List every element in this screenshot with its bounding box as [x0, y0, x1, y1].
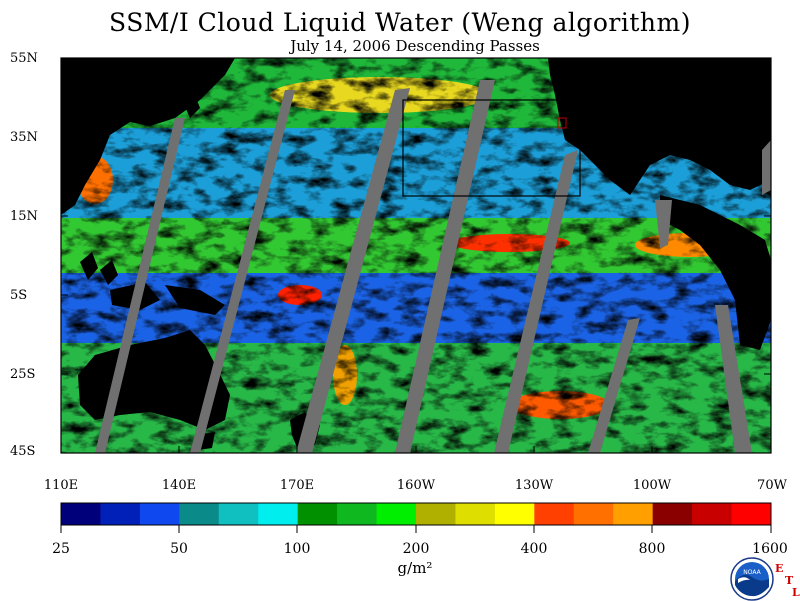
colorbar-swatch	[297, 503, 338, 525]
colorbar-label-1600: 1600	[752, 541, 788, 557]
colorbar-label-50: 50	[170, 541, 188, 557]
colorbar-swatch	[100, 503, 141, 525]
lon-label-130w: 130W	[514, 478, 554, 493]
noaa-logo-icon: NOAA	[730, 557, 774, 601]
colorbar-label-800: 800	[638, 541, 666, 557]
colorbar-label-25: 25	[52, 541, 70, 557]
etl-letter-l: L	[792, 586, 800, 599]
lat-label-55n: 55N	[10, 51, 38, 66]
lat-label-15n: 15N	[10, 209, 38, 224]
colorbar-swatch	[455, 503, 496, 525]
lat-label-25s: 25S	[10, 367, 36, 382]
colorbar-ticks	[60, 525, 772, 533]
colorbar-swatch	[376, 503, 417, 525]
land-masses	[61, 58, 771, 450]
colorbar-swatch	[337, 503, 378, 525]
axis-ticks	[60, 57, 772, 454]
colorbar-swatch	[731, 503, 772, 525]
region-box	[402, 99, 581, 197]
colorbar-label-200: 200	[402, 541, 430, 557]
etl-letter-t: T	[785, 574, 794, 587]
colorbar-swatch	[573, 503, 614, 525]
lon-label-170e: 170E	[279, 478, 315, 493]
colorbar-label-400: 400	[520, 541, 548, 557]
map-title: SSM/I Cloud Liquid Water (Weng algorithm…	[109, 8, 691, 37]
etl-letter-e: E	[775, 562, 784, 575]
lat-label-5s: 5S	[10, 288, 28, 303]
lon-label-140e: 140E	[161, 478, 197, 493]
colorbar-swatch	[218, 503, 259, 525]
colorbar	[60, 502, 772, 526]
lon-label-70w: 70W	[757, 478, 787, 493]
colorbar-units: g/m²	[397, 559, 433, 577]
map-field	[61, 58, 771, 453]
map-subtitle: July 14, 2006 Descending Passes	[290, 37, 540, 55]
lon-label-110e: 110E	[43, 478, 79, 493]
colorbar-swatch	[258, 503, 299, 525]
colorbar-swatch	[61, 503, 101, 525]
lat-label-45s: 45S	[10, 444, 36, 459]
colorbar-swatch	[139, 503, 180, 525]
lon-label-160w: 160W	[396, 478, 436, 493]
colorbar-swatch	[613, 503, 654, 525]
colorbar-swatch	[416, 503, 456, 525]
colorbar-swatch	[692, 503, 733, 525]
colorbar-swatch	[534, 503, 575, 525]
swath-gaps	[95, 80, 771, 453]
colorbar-label-100: 100	[283, 541, 311, 557]
marker-box	[557, 117, 567, 129]
lon-label-100w: 100W	[632, 478, 672, 493]
colorbar-swatch	[494, 503, 535, 525]
colorbar-swatch	[179, 503, 220, 525]
lat-label-35n: 35N	[10, 130, 38, 145]
noaa-logo-text: NOAA	[743, 569, 761, 576]
colorbar-swatch	[652, 503, 693, 525]
